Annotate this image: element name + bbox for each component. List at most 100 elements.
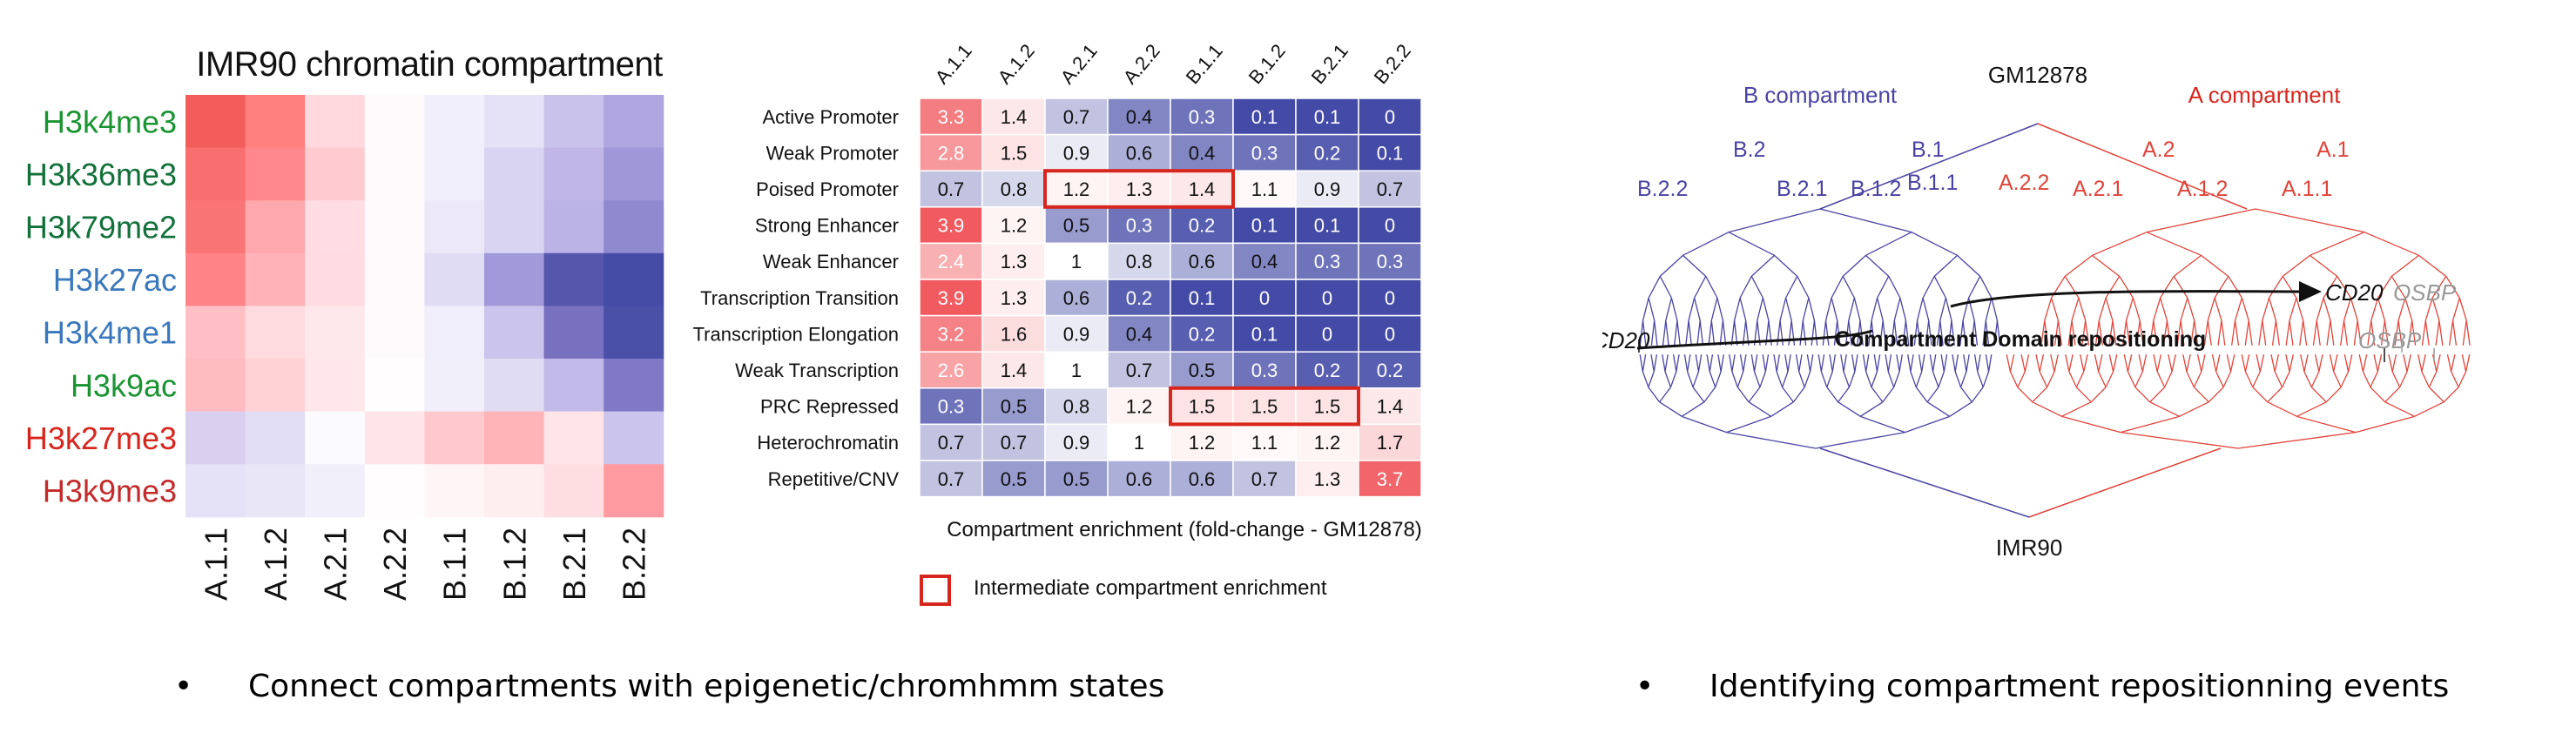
dendrogram-branch (2134, 387, 2151, 403)
dendrogram-branch (2234, 297, 2242, 321)
dendrogram-branch (1871, 371, 1878, 388)
dendrogram-branch (1899, 297, 1907, 321)
heatmap2-value: 1.3 (1001, 251, 1028, 272)
dendrogram-branch (1977, 354, 1981, 372)
dendrogram-branch (2282, 254, 2310, 277)
cd20-top-label: CD20 (2325, 279, 2384, 306)
dendrogram-branch (2269, 275, 2283, 299)
dendrogram-branch (2323, 275, 2338, 299)
heatmap1-cell (364, 252, 425, 306)
heatmap2-cell (1358, 206, 1422, 245)
heatmap2-value: 0.3 (1126, 215, 1153, 237)
dendrogram-branch (1853, 297, 1861, 321)
dendrogram-branch (2119, 275, 2134, 299)
dendrogram-branch (1865, 371, 1872, 388)
dendrogram-branch (1792, 387, 1805, 403)
dendrogram-branch (2127, 354, 2133, 373)
dendrogram-branch (1859, 401, 1884, 417)
dendrogram-branch (1748, 387, 1761, 403)
dendrogram-branch (1824, 320, 1830, 346)
dendrogram-branch (2310, 371, 2320, 388)
dendrogram-branch (1806, 354, 1811, 372)
dendrogram-branch (2289, 354, 2294, 373)
dendrogram-branch (2252, 387, 2269, 403)
dendrogram-branch (2149, 387, 2166, 403)
dendrogram-branch (1831, 276, 1844, 299)
dendrogram-branch (1871, 320, 1875, 346)
dendrogram-branch (2323, 297, 2331, 321)
dendrogram-branch (1893, 320, 1898, 346)
dendrogram-branch (1709, 354, 1714, 372)
dendrogram-level2-label: B.2.2 (1637, 177, 1688, 201)
heatmap2-cell (1170, 423, 1234, 461)
dendrogram-branch (2125, 297, 2134, 321)
heatmap2: 3.3 1.4 0.7 0.4 0.3 0.1 0.1 0 Active Promoter 2.8… (693, 40, 1422, 498)
heatmap2-cell (1295, 98, 1359, 136)
dendrogram-branch (2156, 371, 2166, 388)
dendrogram-branch (2343, 297, 2351, 321)
dendrogram-branch (2350, 297, 2358, 321)
dendrogram-branch (2428, 371, 2438, 388)
dendrogram-branch (2098, 371, 2107, 388)
dendrogram-branch (1838, 387, 1850, 403)
heatmap2-value: 0.6 (1189, 251, 1216, 272)
dendrogram-branch (2445, 275, 2460, 299)
dendrogram-branch (2065, 354, 2070, 373)
dendrogram-branch (2203, 320, 2208, 346)
heatmap2-value: 0.5 (1063, 215, 1090, 237)
dendrogram-branch (1977, 371, 1984, 388)
dendrogram-branch (1728, 208, 1821, 233)
dendrogram-branch (2411, 320, 2417, 346)
dendrogram-branch (2024, 354, 2030, 373)
heatmap2-value: 0.2 (1314, 142, 1341, 164)
dendrogram-branch (1837, 320, 1841, 346)
dendrogram-branch (1642, 297, 1649, 321)
heatmap2-value: 0.2 (1377, 360, 1404, 381)
heatmap1-col-label: A.1.1 (198, 528, 233, 601)
dendrogram-branch (2156, 354, 2162, 373)
dendrogram-branch (1959, 371, 1967, 388)
heatmap1-cell (185, 95, 246, 149)
heatmap2-value: 0.7 (938, 432, 965, 454)
heatmap2-value: 0.9 (1063, 323, 1090, 345)
heatmap2-value: 0 (1385, 106, 1395, 128)
dendrogram-branch (2333, 371, 2342, 388)
dendrogram-branch (2098, 354, 2103, 373)
heatmap2-value: 0 (1322, 323, 1332, 345)
heatmap1-cell (543, 95, 604, 149)
heatmap1-cell (424, 200, 485, 254)
heatmap2-value: 0.7 (1251, 468, 1278, 490)
heatmap1-cell (305, 411, 366, 465)
dendrogram-level1-label: B.2 (1733, 138, 1766, 162)
dendrogram-branch (2285, 320, 2290, 346)
heatmap2-row-label: Repetitive/CNV (768, 468, 900, 490)
dendrogram-branch (2017, 371, 2026, 388)
dendrogram-level1-label: A.1 (2316, 138, 2350, 162)
dendrogram-branch (2179, 401, 2209, 417)
heatmap2-value: 1.1 (1251, 432, 1278, 454)
dendrogram-branch (2451, 320, 2458, 346)
dendrogram-branch (1862, 354, 1867, 372)
dendrogram-branch (2044, 320, 2049, 346)
dendrogram-branch (1739, 276, 1752, 299)
dendrogram-branch (1876, 297, 1884, 321)
dendrogram-branch (1865, 232, 1912, 256)
dendrogram-branch (1887, 354, 1892, 372)
heatmap1-cell (305, 359, 366, 413)
heatmap2-cell (1107, 133, 1171, 171)
heatmap1-cell (364, 411, 425, 465)
dendrogram-branch (1985, 320, 1990, 346)
dendrogram-branch (2325, 387, 2342, 403)
heatmap2-cell (919, 387, 983, 426)
dendrogram-branch (2465, 320, 2471, 346)
heatmap2-value: 0.5 (1063, 468, 1090, 490)
dendrogram-branch (1966, 354, 1970, 372)
heatmap2-value: 0.9 (1063, 142, 1090, 164)
heatmap2-cell (981, 351, 1046, 389)
dendrogram-branch (2217, 320, 2222, 346)
dendrogram-branch (2431, 275, 2447, 299)
dendrogram-branch (2343, 354, 2350, 373)
dendrogram-branch (1720, 354, 1724, 372)
dendrogram-branch (1715, 371, 1722, 388)
dendrogram-branch (2399, 371, 2408, 388)
